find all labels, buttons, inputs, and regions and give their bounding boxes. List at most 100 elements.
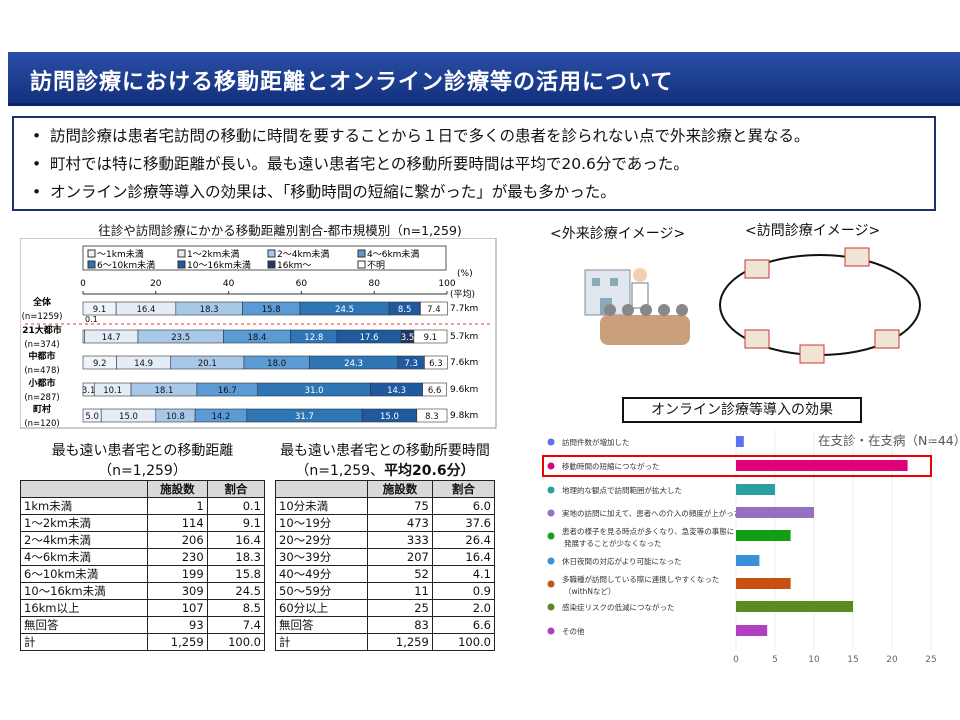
bar-segment	[416, 408, 448, 423]
bar-segment	[424, 355, 448, 370]
table-cell: 0.1	[206, 497, 266, 515]
table1-title: 最も遠い患者宅との移動距離 （n=1,259）	[51, 443, 234, 479]
legend-dot	[547, 627, 555, 635]
x-tick-label: 20	[150, 279, 162, 289]
x-tick-label: 20	[886, 655, 898, 665]
bar-segment	[422, 382, 447, 397]
table-cell: 16.4	[431, 548, 496, 566]
legend-label: 4～6km未満	[367, 248, 419, 260]
table-row: 6～10km未満 199 15.8	[19, 565, 266, 583]
table-cell: 52	[367, 565, 433, 583]
table-cell: 206	[147, 531, 208, 549]
category-n: (n=1259)	[22, 312, 63, 322]
table-cell: 1km未満	[19, 497, 149, 515]
table-cell: 0.9	[431, 582, 496, 600]
category-label: 休日夜間の対応がより可能になった	[562, 556, 681, 566]
data-label: 16.7	[218, 386, 237, 396]
title-bar: 訪問診療における移動距離とオンライン診療等の活用について	[8, 52, 960, 106]
table-row: 2～4km未満 206 16.4	[19, 531, 266, 549]
table-row: 10～16km未満 309 24.5	[19, 582, 266, 600]
category-label: 感染症リスクの低減につながった	[562, 602, 675, 612]
table-row: 1～2km未満 114 9.1	[19, 514, 266, 532]
data-label: 10.8	[166, 412, 185, 422]
table-cell: 計	[19, 633, 149, 651]
legend-swatch	[177, 249, 186, 258]
column-header	[19, 480, 149, 498]
legend-label: 不明	[367, 260, 385, 271]
legend-swatch	[87, 260, 96, 269]
table-row: 50～59分 11 0.9	[274, 582, 496, 600]
table-cell: 333	[367, 531, 433, 549]
table-row: 20～29分 333 26.4	[274, 531, 496, 549]
table-row: 無回答 83 6.6	[274, 616, 496, 634]
data-label: 8.5	[398, 305, 412, 315]
table-cell: 1,259	[147, 633, 208, 651]
data-label: 6.3	[429, 359, 443, 369]
table-cell: 計	[274, 633, 369, 651]
table-cell: 24.5	[206, 582, 266, 600]
table-cell: 20～29分	[274, 531, 369, 549]
table-cell: 207	[367, 548, 433, 566]
data-label: 16.4	[137, 305, 156, 315]
table-cell: 16km以上	[19, 599, 149, 617]
x-tick-label: 80	[368, 279, 380, 289]
avg-label: (平均)	[450, 288, 475, 300]
bar	[736, 460, 908, 471]
table-header: 施設数 割合	[274, 480, 496, 498]
legend-swatch	[87, 249, 96, 258]
data-label: 7.4	[427, 305, 441, 315]
data-label: 31.0	[305, 386, 324, 396]
table-cell: 83	[367, 616, 433, 634]
table2-title: 最も遠い患者宅との移動所要時間 （n=1,259、平均20.6分）	[280, 443, 490, 479]
data-label: 15.8	[262, 305, 281, 315]
table-cell: 309	[147, 582, 208, 600]
table-row: 16km以上 107 8.5	[19, 599, 266, 617]
table-cell: 25	[367, 599, 433, 617]
table-row: 計 1,259 100.0	[274, 633, 496, 651]
data-label: 24.5	[335, 305, 354, 315]
legend-dot	[547, 486, 555, 494]
column-header: 割合	[431, 480, 496, 498]
bullet: 訪問診療は患者宅訪問の移動に時間を要することから１日で多くの患者を診られない点で…	[14, 122, 934, 150]
patients-icon	[600, 304, 690, 345]
legend-label: 6～10km未満	[97, 259, 155, 271]
category-label: 地理的な観点で訪問範囲が拡大した	[562, 485, 682, 495]
table-row: 1km未満 1 0.1	[19, 497, 266, 515]
data-label: 23.5	[171, 333, 190, 343]
table-row: 10～19分 473 37.6	[274, 514, 496, 532]
table-cell: 100.0	[206, 633, 266, 651]
table-row: 計 1,259 100.0	[19, 633, 266, 651]
data-label: 15.0	[119, 412, 138, 422]
column-header: 施設数	[367, 480, 433, 498]
table-cell: 10分未満	[274, 497, 369, 515]
category-label: 21大都市	[22, 324, 62, 336]
data-label: 14.9	[134, 359, 153, 369]
bar	[736, 625, 768, 636]
table-cell: 1	[147, 497, 208, 515]
table-cell: 37.6	[431, 514, 496, 532]
distance-stacked-chart: ～1km未満 1～2km未満 2～4km未満 4～6km未満 6～10km未満 10～16…	[20, 238, 497, 429]
table-cell: 6.6	[431, 616, 496, 634]
data-label: 7.3	[404, 359, 418, 369]
outpatient-label: <外来診療イメージ>	[550, 226, 686, 242]
data-label: 9.2	[93, 359, 107, 369]
x-tick-label: 0	[733, 655, 739, 665]
legend-swatch	[357, 260, 366, 269]
table-cell: 60分以上	[274, 599, 369, 617]
table-cell: 473	[367, 514, 433, 532]
data-label: 18.0	[267, 359, 286, 369]
category-label: 小都市	[27, 377, 55, 389]
legend-swatch	[177, 260, 186, 269]
data-label: 9.1	[424, 333, 438, 343]
column-header	[274, 480, 369, 498]
category-label: 患者の様子を見る時点が多くなり、急変等の事態に発展することが少なくなった	[562, 526, 734, 548]
data-label: 18.4	[248, 333, 267, 343]
bar	[736, 530, 791, 541]
data-label: 15.0	[380, 412, 399, 422]
table-cell: 無回答	[274, 616, 369, 634]
category-n: (n=287)	[24, 393, 59, 403]
table-header: 施設数 割合	[19, 480, 266, 498]
legend-label: 16km～	[277, 261, 311, 271]
legend-label: 10～16km未満	[187, 259, 251, 271]
x-tick-label: 15	[847, 655, 858, 665]
